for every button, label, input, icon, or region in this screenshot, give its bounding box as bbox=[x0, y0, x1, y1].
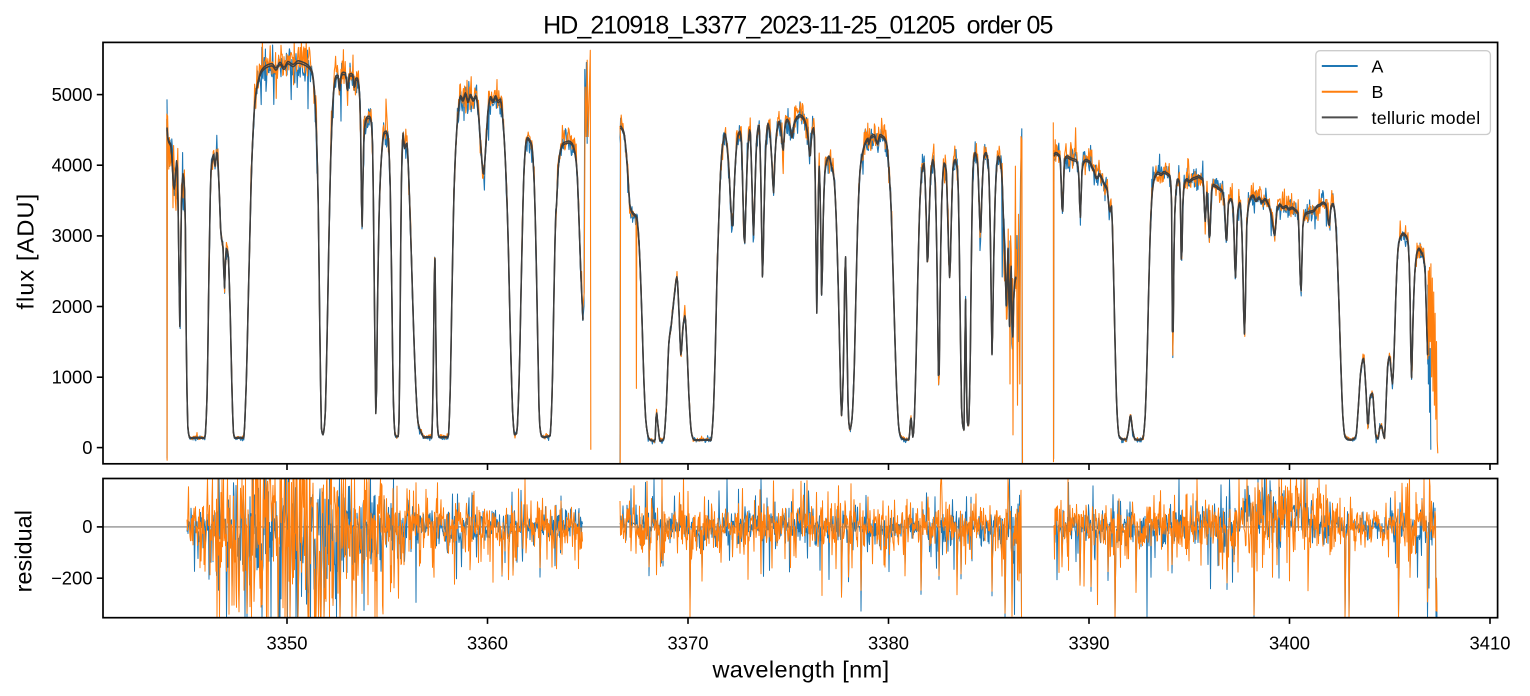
svg-text:0: 0 bbox=[82, 437, 92, 458]
svg-text:0: 0 bbox=[82, 516, 92, 537]
svg-text:3000: 3000 bbox=[52, 225, 93, 246]
svg-text:3390: 3390 bbox=[1069, 633, 1110, 654]
svg-text:residual: residual bbox=[10, 510, 36, 592]
svg-text:1000: 1000 bbox=[52, 367, 93, 388]
svg-text:4000: 4000 bbox=[52, 155, 93, 176]
svg-text:3350: 3350 bbox=[267, 633, 308, 654]
svg-text:3400: 3400 bbox=[1269, 633, 1310, 654]
svg-text:A: A bbox=[1372, 57, 1384, 77]
svg-text:flux [ADU]: flux [ADU] bbox=[13, 193, 39, 310]
svg-text:−200: −200 bbox=[51, 568, 92, 589]
svg-text:HD_210918_L3377_2023-11-25_012: HD_210918_L3377_2023-11-25_01205 order 0… bbox=[543, 11, 1052, 39]
svg-text:B: B bbox=[1372, 82, 1384, 102]
svg-text:3380: 3380 bbox=[868, 633, 909, 654]
svg-text:5000: 5000 bbox=[52, 84, 93, 105]
svg-text:3410: 3410 bbox=[1470, 633, 1511, 654]
svg-text:wavelength [nm]: wavelength [nm] bbox=[711, 657, 889, 683]
svg-text:telluric model: telluric model bbox=[1372, 108, 1481, 128]
svg-text:3360: 3360 bbox=[467, 633, 508, 654]
svg-text:2000: 2000 bbox=[52, 296, 93, 317]
svg-text:3370: 3370 bbox=[668, 633, 709, 654]
